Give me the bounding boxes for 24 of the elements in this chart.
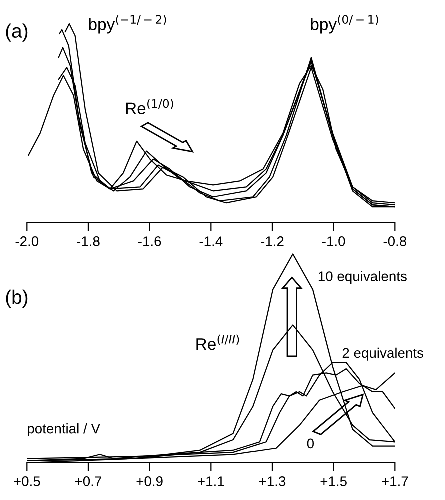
annotation: 2 equivalents [342,348,424,361]
x-tick-label: +1.7 [382,476,408,486]
annotation: Re$^{(I/II)}$ [196,334,240,350]
annotation: (b) [6,290,28,308]
annotation: bpy$^{(0/−1)}$ [311,15,378,34]
x-tick-label: +0.9 [136,476,163,486]
x-tick-label: -1.8 [77,236,100,246]
annotation: 10 equivalents [318,271,407,284]
x-tick-label: -1.0 [322,236,346,246]
x-tick-label: +1.3 [259,476,286,486]
x-tick-label: -0.8 [384,236,407,246]
annotation: (a) [6,24,28,42]
x-tick-label: +0.7 [75,476,102,486]
x-tick-label: -2.0 [16,236,39,246]
x-tick-label: +0.5 [14,476,40,486]
x-axis-title: potential / V [28,424,100,436]
annotation: 0 [307,438,314,449]
x-tick-label: +1.1 [198,476,224,486]
annotation: bpy$^{(−1/−2)}$ [89,15,166,34]
x-tick-label: +1.5 [320,476,347,486]
annotation: Re$^{(1/0)}$ [126,99,174,115]
x-tick-label: -1.6 [138,236,162,246]
x-tick-label: -1.4 [200,236,223,246]
x-tick-label: -1.2 [261,236,284,246]
